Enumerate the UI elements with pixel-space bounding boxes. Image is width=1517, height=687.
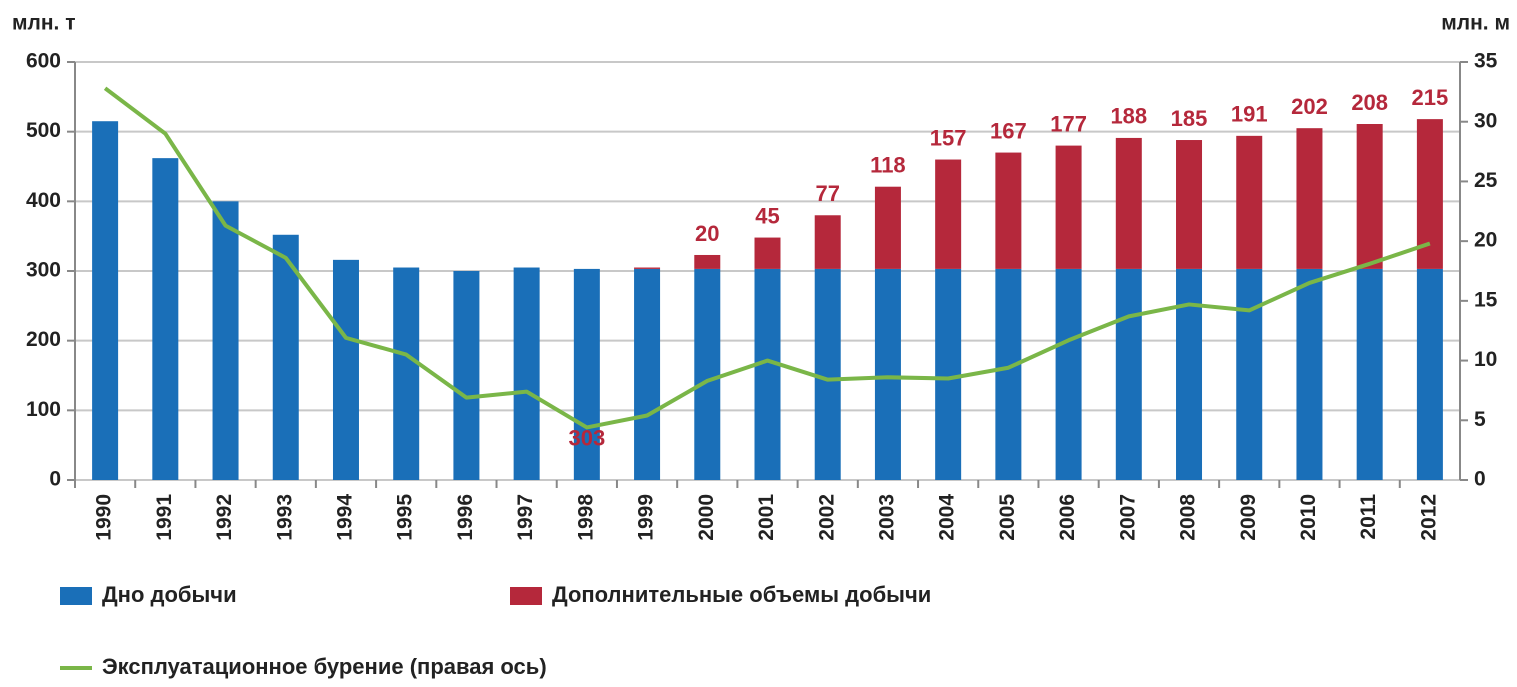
y-tick-label: 300 bbox=[26, 259, 61, 282]
bar bbox=[1176, 268, 1203, 480]
data-label: 20 bbox=[695, 221, 719, 246]
data-label: 188 bbox=[1110, 104, 1147, 129]
bar bbox=[694, 254, 721, 269]
x-tick-label: 1998 bbox=[574, 494, 597, 541]
bar bbox=[393, 267, 420, 480]
x-tick-label: 2007 bbox=[1116, 494, 1139, 541]
data-label: 118 bbox=[870, 153, 906, 178]
bar bbox=[212, 201, 239, 481]
data-label: 177 bbox=[1050, 111, 1087, 136]
y-tick-label: 600 bbox=[26, 50, 61, 73]
x-tick-label: 2002 bbox=[815, 494, 838, 541]
bar bbox=[1176, 140, 1203, 269]
y-tick-label: 0 bbox=[49, 468, 61, 491]
x-tick-label: 2006 bbox=[1056, 494, 1079, 541]
x-tick-label: 2003 bbox=[875, 494, 898, 541]
data-label: 202 bbox=[1291, 94, 1328, 119]
bar bbox=[1236, 135, 1263, 269]
x-tick-label: 2000 bbox=[695, 494, 718, 541]
bar bbox=[935, 268, 962, 480]
bar bbox=[754, 237, 781, 269]
y2-axis-label: млн. м bbox=[1441, 12, 1510, 35]
y2-tick-label: 15 bbox=[1474, 288, 1498, 311]
x-tick-label: 1995 bbox=[394, 494, 417, 541]
y-tick-label: 100 bbox=[26, 398, 61, 421]
bar bbox=[814, 268, 841, 480]
line bbox=[103, 86, 1431, 430]
bar bbox=[573, 268, 600, 480]
x-tick-label: 1992 bbox=[213, 494, 236, 541]
bar bbox=[814, 215, 841, 269]
data-label: 45 bbox=[755, 203, 779, 228]
x-tick-label: 2011 bbox=[1357, 494, 1380, 540]
legend-swatch bbox=[510, 587, 542, 605]
y2-tick-label: 5 bbox=[1474, 408, 1486, 431]
y-axis-label: млн. т bbox=[12, 12, 76, 35]
data-label: 77 bbox=[815, 181, 839, 206]
x-tick-label: 2009 bbox=[1237, 494, 1260, 541]
y2-tick-label: 30 bbox=[1474, 109, 1497, 132]
legend-swatch bbox=[60, 587, 92, 605]
bar bbox=[1416, 268, 1443, 480]
bar bbox=[634, 267, 661, 269]
x-tick-label: 1997 bbox=[514, 494, 537, 541]
y-tick-label: 500 bbox=[26, 119, 61, 142]
bar bbox=[453, 271, 480, 480]
bar bbox=[634, 268, 661, 480]
x-tick-label: 2004 bbox=[936, 494, 959, 541]
x-tick-label: 2001 bbox=[755, 494, 778, 541]
bar bbox=[1356, 268, 1383, 480]
bar bbox=[874, 186, 901, 269]
bar bbox=[152, 158, 179, 480]
y2-tick-label: 0 bbox=[1474, 468, 1486, 491]
bar bbox=[332, 259, 359, 480]
bar bbox=[1296, 268, 1323, 480]
legend-label: Дно добычи bbox=[102, 582, 237, 607]
x-tick-label: 2005 bbox=[996, 494, 1019, 541]
x-tick-label: 1994 bbox=[334, 494, 357, 541]
x-tick-label: 1993 bbox=[273, 494, 296, 541]
y-tick-label: 200 bbox=[26, 328, 61, 351]
data-label: 157 bbox=[930, 125, 967, 150]
bar bbox=[1115, 137, 1142, 269]
bar bbox=[272, 234, 299, 480]
bar bbox=[1356, 124, 1383, 269]
y2-tick-label: 20 bbox=[1474, 229, 1497, 252]
bar bbox=[1115, 268, 1142, 480]
legend-label: Эксплуатационное бурение (правая ось) bbox=[102, 654, 547, 679]
bar bbox=[92, 121, 119, 480]
bar bbox=[935, 159, 962, 269]
legend-label: Дополнительные объемы добычи bbox=[552, 582, 931, 607]
x-tick-label: 1991 bbox=[153, 494, 176, 541]
x-tick-label: 1990 bbox=[93, 494, 116, 541]
x-tick-label: 2008 bbox=[1177, 494, 1200, 541]
bar bbox=[513, 267, 540, 480]
data-label: 185 bbox=[1171, 106, 1208, 131]
bar bbox=[995, 268, 1022, 480]
bar bbox=[1236, 268, 1263, 480]
x-tick-label: 2010 bbox=[1297, 494, 1320, 541]
bar bbox=[995, 152, 1022, 269]
data-label: 191 bbox=[1231, 102, 1268, 127]
x-tick-label: 1999 bbox=[635, 494, 658, 541]
y-tick-label: 400 bbox=[26, 189, 61, 212]
x-tick-label: 1996 bbox=[454, 494, 477, 541]
y2-tick-label: 25 bbox=[1474, 169, 1498, 192]
bar bbox=[1296, 128, 1323, 269]
bar bbox=[874, 268, 901, 480]
x-tick-label: 2012 bbox=[1417, 494, 1440, 541]
data-label: 215 bbox=[1412, 85, 1449, 110]
bar bbox=[694, 268, 721, 480]
bar bbox=[754, 268, 781, 480]
data-label: 167 bbox=[990, 118, 1027, 143]
bar bbox=[1055, 145, 1082, 269]
data-label: 208 bbox=[1351, 90, 1388, 115]
y2-tick-label: 10 bbox=[1474, 348, 1497, 371]
y2-tick-label: 35 bbox=[1474, 50, 1498, 73]
bar bbox=[1055, 268, 1082, 480]
